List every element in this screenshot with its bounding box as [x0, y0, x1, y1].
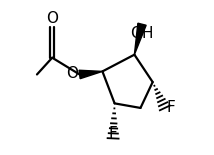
Text: F: F [166, 100, 175, 115]
Text: OH: OH [130, 26, 154, 41]
Text: O: O [66, 66, 78, 81]
Polygon shape [79, 70, 103, 79]
Polygon shape [134, 23, 146, 55]
Text: F: F [109, 126, 117, 141]
Text: O: O [46, 11, 58, 26]
